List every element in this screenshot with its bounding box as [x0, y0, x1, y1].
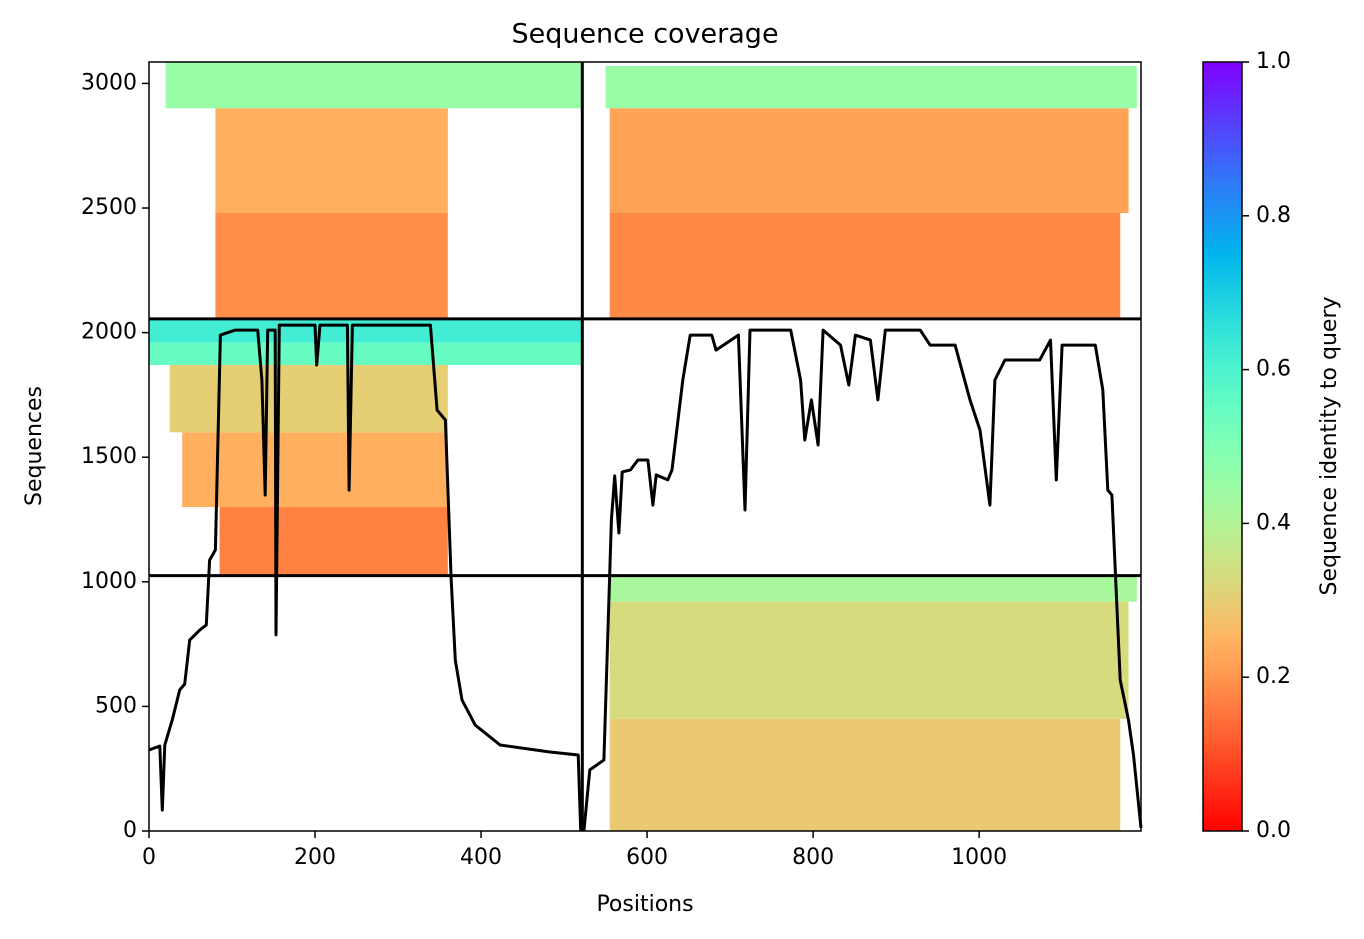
- colorbar-tick-label: 0.4: [1256, 510, 1291, 535]
- x-axis-label: Positions: [596, 892, 693, 917]
- coverage-block: [165, 62, 583, 109]
- coverage-block: [215, 108, 448, 214]
- x-tick-label: 0: [142, 845, 156, 870]
- coverage-block: [182, 432, 448, 508]
- colorbar-tick-label: 0.2: [1256, 664, 1291, 689]
- coverage-block: [609, 108, 1129, 214]
- coverage-block: [219, 507, 448, 575]
- x-tick-label: 200: [294, 845, 336, 870]
- y-tick-label: 500: [95, 693, 137, 718]
- plot-area: [148, 62, 1143, 832]
- coverage-block: [169, 365, 448, 433]
- coverage-block: [215, 213, 448, 318]
- y-tick-label: 1000: [81, 569, 137, 594]
- colorbar: [1202, 61, 1243, 832]
- colorbar-tick-label: 0.6: [1256, 357, 1291, 382]
- coverage-block: [609, 601, 1129, 719]
- plot-frame: [148, 61, 1142, 832]
- coverage-block: [149, 318, 583, 343]
- x-tick-label: 600: [626, 845, 668, 870]
- y-tick-label: 1500: [81, 444, 137, 469]
- coverage-block: [609, 575, 1137, 602]
- x-tick-label: 400: [460, 845, 502, 870]
- x-tick-label: 1000: [951, 845, 1007, 870]
- colorbar-tick-label: 0.8: [1256, 203, 1291, 228]
- coverage-block: [609, 718, 1121, 831]
- colorbar-label: Sequence identity to query: [1317, 296, 1342, 595]
- coverage-block: [149, 342, 583, 366]
- y-axis-label: Sequences: [22, 386, 47, 506]
- colorbar-tick-label: 1.0: [1256, 49, 1291, 74]
- colorbar-tick-label: 0.0: [1256, 818, 1291, 843]
- coverage-line: [148, 323, 1143, 832]
- y-tick-label: 3000: [81, 70, 137, 95]
- coverage-block: [609, 213, 1121, 318]
- y-tick-label: 2500: [81, 195, 137, 220]
- y-tick-label: 2000: [81, 320, 137, 345]
- y-tick-label: 0: [123, 818, 137, 843]
- chart-title: Sequence coverage: [511, 19, 778, 50]
- coverage-block: [605, 65, 1137, 109]
- x-tick-label: 800: [792, 845, 834, 870]
